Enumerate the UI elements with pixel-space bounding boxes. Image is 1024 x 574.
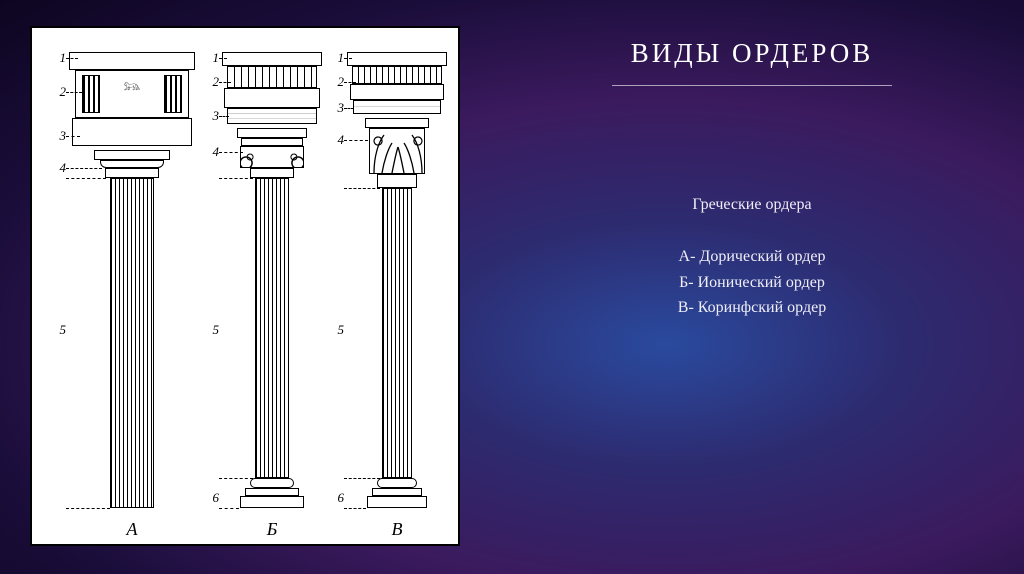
abacus [365,118,429,128]
shaft [255,178,289,478]
frieze [224,88,320,108]
column-a: 𓃬 1 2 3 4 5 А [62,28,202,544]
page-title: ВИДЫ ОРДЕРОВ [520,38,984,69]
list-item: А- Дорический ордер [520,244,984,270]
label-3: 3 [205,108,219,124]
necking [250,168,294,178]
title-underline [612,85,892,86]
cornice [69,52,195,70]
column-b: 1 2 3 4 5 6 Б [217,28,327,544]
plinth [240,496,304,508]
acanthus-icon [370,129,426,175]
plinth [367,496,427,508]
label-2: 2 [52,84,66,100]
subtitle: Греческие ордера [520,196,984,214]
base-torus [250,478,294,488]
label-3: 3 [330,100,344,116]
label-2: 2 [205,74,219,90]
dentils [352,66,442,84]
abacus [94,150,170,160]
base-scotia [372,488,422,496]
capital-bell [369,128,425,174]
label-4: 4 [330,132,344,148]
list-item: В- Коринфский ордер [520,295,984,321]
echinus [100,160,164,168]
column-letter: Б [267,519,278,540]
volute-icon [240,146,304,168]
label-5: 5 [52,322,66,338]
label-5: 5 [330,322,344,338]
column-letter: В [392,519,403,540]
metope-icon: 𓃬 [123,80,140,94]
label-6: 6 [205,490,219,506]
cornice [222,52,322,66]
text-panel: ВИДЫ ОРДЕРОВ Греческие ордера А- Доричес… [490,0,1024,574]
label-2: 2 [330,74,344,90]
label-6: 6 [330,490,344,506]
label-1: 1 [52,50,66,66]
echinus [241,138,303,146]
figure-panel: 𓃬 1 2 3 4 5 А [0,0,490,574]
architrave [227,108,317,124]
base-scotia [245,488,299,496]
shaft [110,178,154,508]
label-4: 4 [205,144,219,160]
frieze [75,70,189,118]
column-c: 1 2 3 4 5 6 В [342,28,452,544]
label-1: 1 [330,50,344,66]
necking [377,174,417,188]
orders-figure: 𓃬 1 2 3 4 5 А [30,26,460,546]
abacus [237,128,307,138]
volute-block [240,146,304,168]
necking [105,168,159,178]
label-4: 4 [52,160,66,176]
column-letter: А [127,519,138,540]
list-item: Б- Ионический ордер [520,270,984,296]
cornice [347,52,447,66]
label-3: 3 [52,128,66,144]
architrave [72,118,192,146]
label-5: 5 [205,322,219,338]
order-list: А- Дорический ордер Б- Ионический ордер … [520,244,984,321]
architrave [353,100,441,114]
shaft [382,188,412,478]
base-torus [377,478,417,488]
label-1: 1 [205,50,219,66]
dentils [227,66,317,88]
frieze [350,84,444,100]
